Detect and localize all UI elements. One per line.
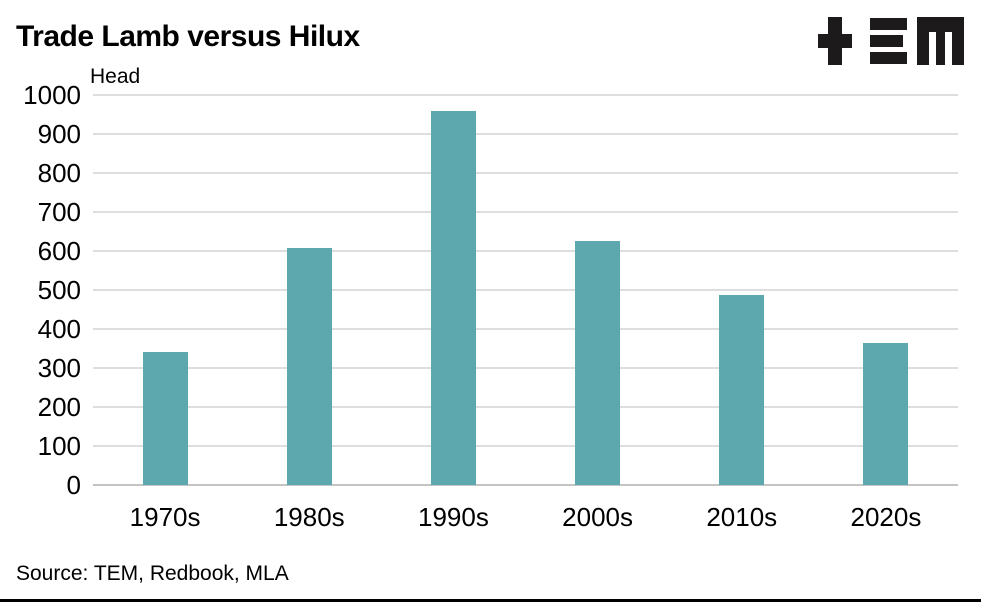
gridline-600 xyxy=(93,250,958,252)
gridline-700 xyxy=(93,211,958,213)
y-tick-label-300: 300 xyxy=(37,353,81,383)
y-tick-label-1000: 1000 xyxy=(23,80,81,110)
gridline-500 xyxy=(93,289,958,291)
bar-2020s xyxy=(863,343,909,485)
tem-logo-icon xyxy=(818,17,964,65)
chart-title: Trade Lamb versus Hilux xyxy=(16,20,360,53)
y-tick-label-800: 800 xyxy=(37,158,81,188)
y-tick-label-400: 400 xyxy=(37,314,81,344)
bar-2000s xyxy=(575,240,621,485)
y-tick-label-900: 900 xyxy=(37,119,81,149)
gridline-1000 xyxy=(93,94,958,96)
tem-logo xyxy=(818,17,964,65)
gridline-0 xyxy=(93,484,958,486)
gridline-100 xyxy=(93,445,958,447)
x-tick-label-1990s: 1990s xyxy=(417,502,489,532)
bar-1990s xyxy=(430,111,476,485)
bar-1970s xyxy=(142,352,188,485)
y-tick-label-600: 600 xyxy=(37,236,81,266)
x-tick-label-2020s: 2020s xyxy=(850,502,922,532)
gridline-400 xyxy=(93,328,958,330)
y-tick-label-0: 0 xyxy=(66,470,81,500)
x-tick-label-2000s: 2000s xyxy=(562,502,633,532)
plot-area xyxy=(93,94,958,486)
x-tick-label-1980s: 1980s xyxy=(273,502,345,532)
source-note: Source: TEM, Redbook, MLA xyxy=(16,562,289,585)
y-tick-label-200: 200 xyxy=(37,392,81,422)
bar-1980s xyxy=(286,247,332,485)
y-tick-label-500: 500 xyxy=(37,275,81,305)
bar-2010s xyxy=(719,295,765,485)
y-tick-label-700: 700 xyxy=(37,197,81,227)
y-axis-unit-label: Head xyxy=(90,65,141,88)
x-tick-label-2010s: 2010s xyxy=(706,502,778,532)
gridline-900 xyxy=(93,133,958,135)
gridline-800 xyxy=(93,172,958,174)
bottom-border-line xyxy=(0,599,981,602)
y-tick-label-100: 100 xyxy=(37,431,81,461)
gridline-200 xyxy=(93,406,958,408)
x-tick-label-1970s: 1970s xyxy=(129,502,201,532)
gridline-300 xyxy=(93,367,958,369)
